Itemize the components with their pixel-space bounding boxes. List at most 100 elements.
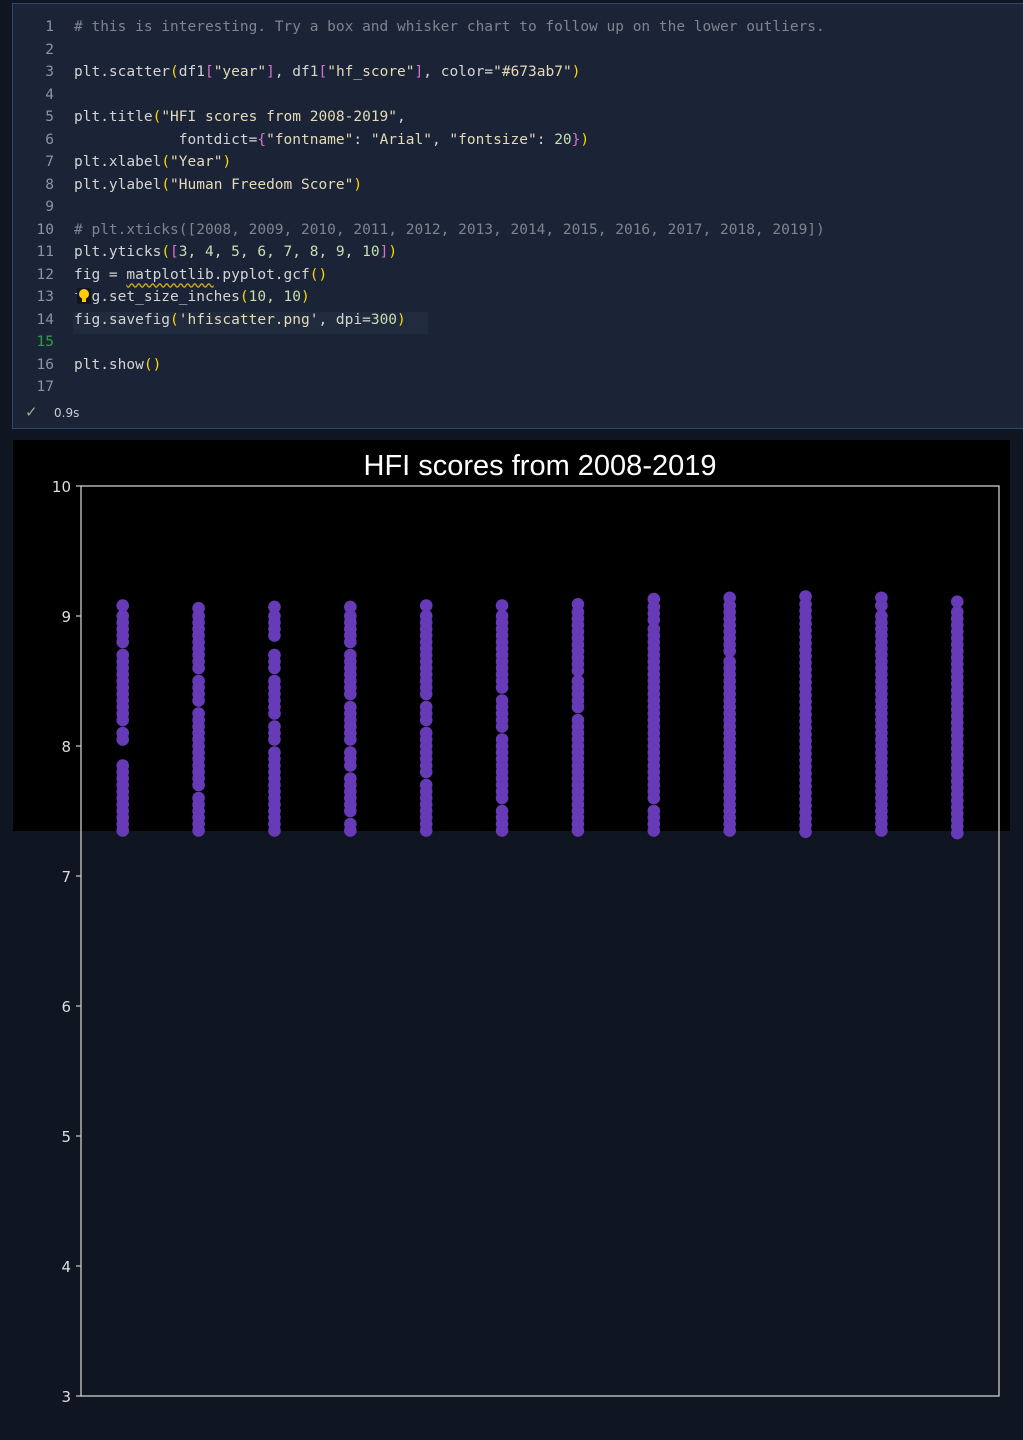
code-token: "Arial" [370,131,432,148]
scatter-point [344,804,357,818]
line-number: 1 [45,19,54,35]
code-token: plt.show [74,356,144,373]
y-tick-label: 8 [61,738,71,756]
code-text: plt.title("HFI scores from 2008-2019", [74,106,406,128]
scatter-point [799,825,812,839]
code-text: # this is interesting. Try a box and whi… [74,16,825,38]
scatter-point [344,635,357,649]
scatter-point [344,687,357,701]
scatter-point [647,791,661,805]
scatter-point [268,707,281,720]
code-token: [ [170,244,179,260]
code-text: plt.show() [74,354,161,376]
code-token: df1 [178,64,205,80]
code-token: plt.yticks [74,244,162,260]
scatter-point [268,629,281,642]
code-token: , df1 [274,64,319,80]
code-token: "#673ab7" [493,64,572,80]
code-token: "Year" [170,154,223,170]
code-text: plt.xlabel("Year") [74,151,231,173]
code-token: [ [204,64,214,80]
current-line-highlight [73,312,428,334]
code-token: ( [170,64,179,80]
scatter-point [419,765,433,779]
scatter-point [116,599,130,612]
code-token: "Human Freedom Score" [170,176,354,193]
code-text: fontdict={"fontname": "Arial", "fontsize… [74,129,589,151]
scatter-chart: HFI scores from 2008-2019 3 4 5 6 7 8 9 10 [52,450,1000,1406]
plot-frame [80,485,1000,1397]
scatter-point [495,599,509,612]
code-token: ] [266,64,275,80]
code-token: plt.xlabel [74,154,162,170]
line-number: 16 [36,356,54,373]
code-token: plt.title [74,109,153,125]
line-number: 2 [45,41,54,58]
line-number: 13 [36,289,54,305]
code-token: ) [353,176,363,193]
line-number: 4 [45,86,54,103]
code-token: ) [580,131,590,148]
scatter-point [495,681,509,694]
scatter-point [268,733,281,746]
code-token: , [431,131,450,148]
scatter-point [419,687,433,701]
line-number: 9 [45,199,54,215]
code-token: ) [397,311,406,328]
scatter-point [344,733,357,746]
code-token: fig = [74,266,127,283]
code-token: ] [379,244,389,260]
code-text: # plt.xticks([2008, 2009, 2010, 2011, 20… [74,219,825,241]
scatter-point [268,661,281,675]
code-token: "HFI scores from 2008-2019" [161,109,398,125]
scatter-point [419,599,433,612]
y-tick-label: 7 [61,868,71,886]
code-token: ( [152,109,162,125]
code-token: ( [170,311,179,328]
code-token: , [397,109,406,125]
code-token: ) [222,154,232,170]
scatter-point [116,635,130,649]
code-token: } [571,131,581,148]
line-number: 5 [45,109,54,125]
line-number: 8 [45,176,54,193]
code-token: 3, 4, 5, 6, 7, 8, 9, 10 [178,244,380,260]
y-tick-label: 3 [61,1388,71,1406]
code-token: () [309,266,328,283]
code-token: [ [318,64,328,80]
lightbulb-icon[interactable] [77,288,91,304]
code-text: plt.ylabel("Human Freedom Score") [74,174,362,196]
line-number: 12 [36,266,54,283]
code-token: ( [239,289,249,305]
code-token: fig.savefig [74,311,171,328]
scatter-point [344,600,357,614]
code-token: ( [161,244,171,260]
scatter-point [723,644,736,658]
y-tick-label: 5 [61,1128,71,1146]
scatter-point [116,713,130,727]
code-token: "year" [213,64,267,80]
scatter-point [950,595,964,608]
code-text: fig = matplotlib.pyplot.gcf() [74,264,327,286]
line-number: 3 [45,64,54,80]
code-token: plt.scatter [74,64,171,80]
code-token: fontdict= [74,131,258,148]
scatter-point [268,600,281,614]
code-token: "fontsize" [449,131,537,148]
line-number: 15 [36,334,54,350]
code-cell[interactable]: 1 # this is interesting. Try a box and wh… [12,3,1023,429]
scatter-point [192,778,205,792]
scatter-point [571,700,585,714]
line-number: 7 [45,154,54,170]
code-token: 20 [554,131,572,148]
code-token: ( [161,176,171,193]
check-icon: ✓ [25,403,38,421]
code-token: "fontname" [266,131,354,148]
code-token: 300 [370,311,398,328]
line-number: 11 [36,244,54,260]
code-token: ( [161,154,171,170]
code-token: , color= [423,64,494,80]
code-token: : [353,131,371,148]
code-token: ) [301,289,310,305]
y-tick-label: 10 [52,478,71,496]
